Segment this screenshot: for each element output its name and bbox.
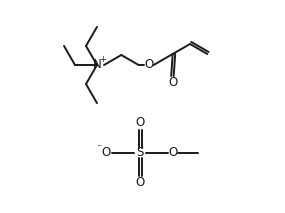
Text: O: O bbox=[144, 59, 153, 72]
Text: S: S bbox=[136, 147, 144, 160]
Text: +: + bbox=[99, 56, 106, 65]
Text: ⁻: ⁻ bbox=[96, 143, 101, 153]
Text: O: O bbox=[101, 147, 111, 160]
Text: O: O bbox=[168, 76, 177, 89]
Text: N: N bbox=[93, 59, 101, 72]
Text: O: O bbox=[135, 177, 144, 190]
Text: O: O bbox=[135, 117, 144, 130]
Text: O: O bbox=[168, 147, 178, 160]
